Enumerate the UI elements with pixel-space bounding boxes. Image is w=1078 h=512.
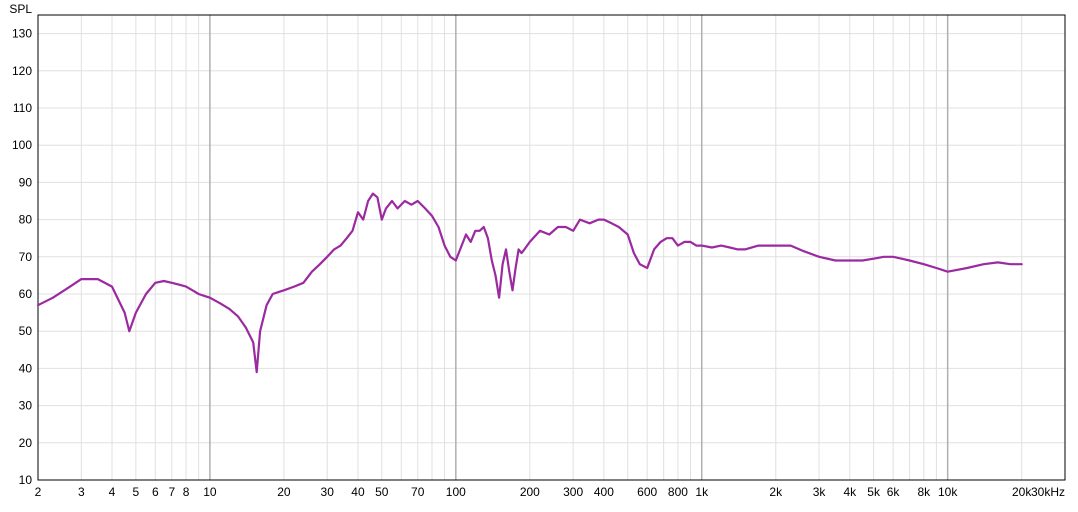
x-tick-label: 7 xyxy=(168,485,175,499)
y-tick-label: 120 xyxy=(12,64,32,78)
chart-svg: 102030405060708090100110120130SPL2345678… xyxy=(0,0,1078,512)
x-tick-label: 400 xyxy=(594,485,614,499)
x-tick-label: 1k xyxy=(695,485,709,499)
x-tick-label: 800 xyxy=(668,485,688,499)
y-tick-label: 40 xyxy=(19,361,33,375)
y-tick-label: 60 xyxy=(19,287,33,301)
y-tick-label: 50 xyxy=(19,324,33,338)
x-tick-label: 3 xyxy=(78,485,85,499)
x-tick-label: 4k xyxy=(843,485,857,499)
x-tick-label: 20 xyxy=(277,485,291,499)
x-tick-label: 70 xyxy=(411,485,425,499)
x-tick-label: 100 xyxy=(446,485,466,499)
x-tick-label: 8k xyxy=(917,485,931,499)
x-tick-label: 8 xyxy=(183,485,190,499)
x-tick-label: 10k xyxy=(938,485,958,499)
y-tick-label: 110 xyxy=(13,101,32,115)
y-tick-label: 30 xyxy=(19,399,33,413)
x-tick-label: 4 xyxy=(109,485,116,499)
x-tick-label: 10 xyxy=(203,485,217,499)
x-tick-label: 5k xyxy=(867,485,881,499)
y-tick-label: 90 xyxy=(19,175,33,189)
x-tick-label: 20k xyxy=(1012,485,1032,499)
y-axis-label: SPL xyxy=(9,2,32,16)
y-tick-label: 10 xyxy=(19,473,33,487)
x-tick-label: 200 xyxy=(520,485,540,499)
x-tick-label: 6 xyxy=(152,485,159,499)
x-tick-label: 2k xyxy=(769,485,783,499)
frequency-response-chart: 102030405060708090100110120130SPL2345678… xyxy=(0,0,1078,512)
x-tick-label: 50 xyxy=(375,485,389,499)
y-tick-label: 80 xyxy=(19,213,33,227)
x-tick-label: 40 xyxy=(351,485,365,499)
x-tick-label: 30kHz xyxy=(1031,485,1065,499)
x-tick-label: 5 xyxy=(133,485,140,499)
x-tick-label: 3k xyxy=(813,485,827,499)
y-tick-label: 100 xyxy=(12,138,32,152)
x-tick-label: 300 xyxy=(563,485,583,499)
y-tick-label: 70 xyxy=(19,250,33,264)
y-tick-label: 20 xyxy=(19,436,33,450)
x-tick-label: 2 xyxy=(35,485,42,499)
x-tick-label: 30 xyxy=(321,485,335,499)
y-tick-label: 130 xyxy=(12,27,32,41)
x-tick-label: 6k xyxy=(887,485,901,499)
x-tick-label: 600 xyxy=(637,485,657,499)
